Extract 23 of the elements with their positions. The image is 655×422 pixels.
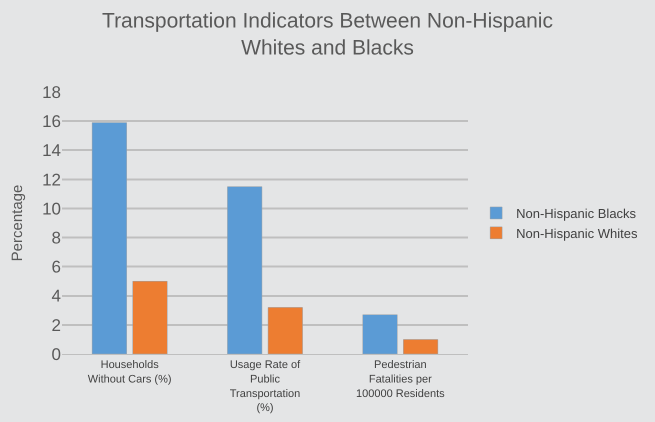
bar [362, 314, 398, 354]
y-tick-label: 14 [42, 141, 61, 160]
y-tick-label: 0 [52, 344, 61, 364]
y-tick-label: 10 [42, 199, 61, 218]
legend-label: Non-Hispanic Blacks [516, 206, 637, 222]
x-tick-label: Households Without Cars (%) [88, 359, 172, 386]
x-tick-label: Usage Rate of Public Transportation (%) [230, 359, 302, 414]
y-axis-title: Percentage [9, 184, 26, 262]
y-tick-label: 6 [52, 258, 61, 277]
y-tick-label: 2 [52, 316, 61, 335]
bar [92, 122, 127, 354]
x-tick-label: Pedestrian Fatalities per 100000 Residents [356, 359, 446, 400]
bar [227, 186, 262, 354]
bar [403, 339, 438, 354]
y-tick-label: 4 [52, 286, 61, 306]
legend-label: Non-Hispanic Whites [516, 226, 638, 241]
y-tick-label: 8 [52, 228, 61, 248]
y-tick-label: 18 [42, 82, 61, 102]
bar [132, 280, 168, 354]
bar [268, 307, 303, 354]
chart-title: Transportation Indicators Between Non-Hispanic Whites and Blacks [102, 9, 553, 60]
y-tick-label: 12 [42, 170, 61, 190]
y-tick-label: 16 [42, 112, 61, 132]
